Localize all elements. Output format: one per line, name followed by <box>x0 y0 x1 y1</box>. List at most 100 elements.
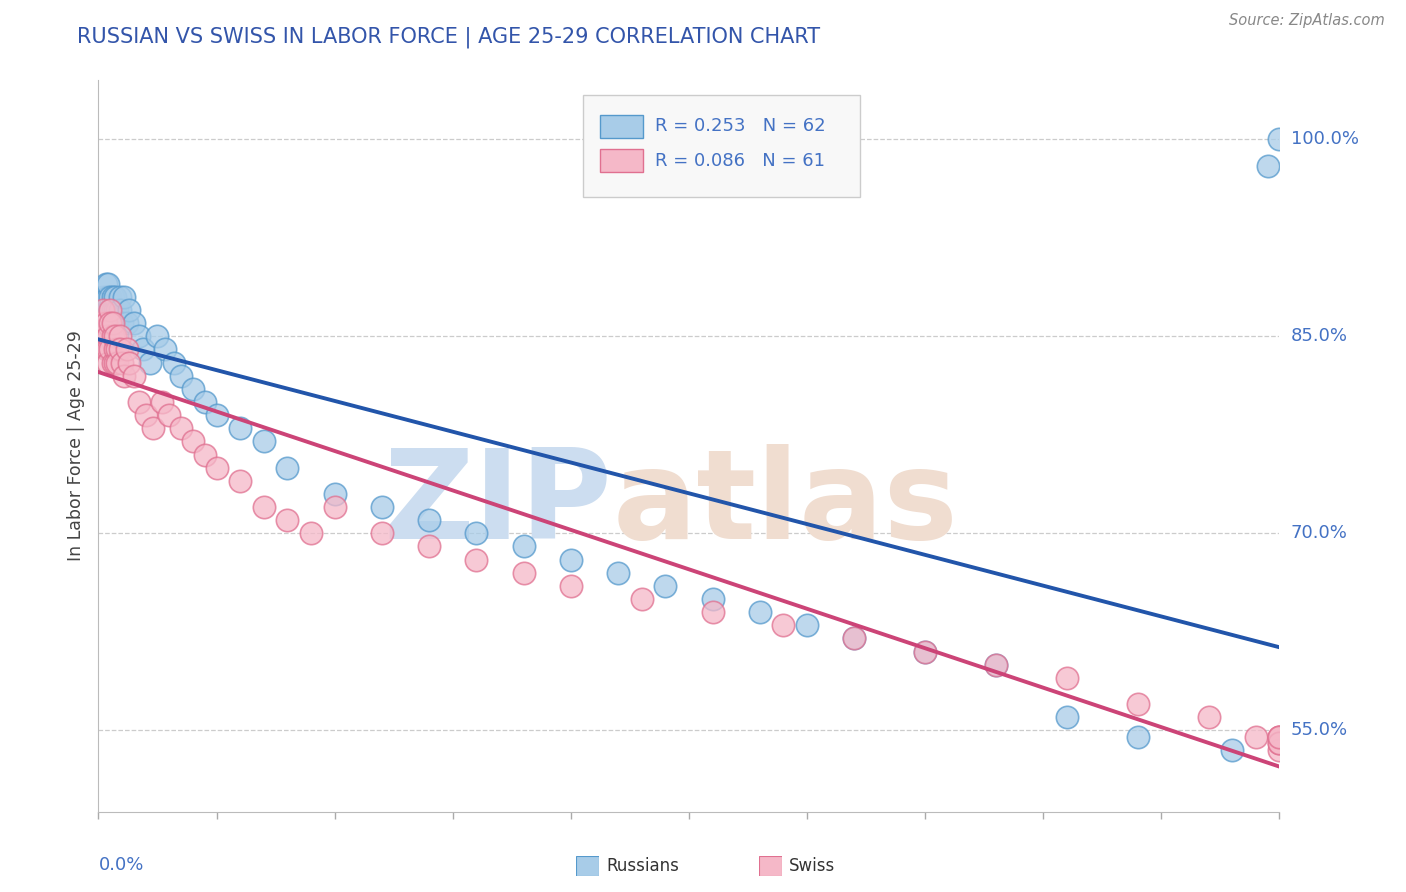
Point <box>153 343 176 357</box>
Point <box>101 290 124 304</box>
Point <box>90 303 112 318</box>
Point <box>118 356 141 370</box>
Y-axis label: In Labor Force | Age 25-29: In Labor Force | Age 25-29 <box>66 331 84 561</box>
Point <box>98 303 121 318</box>
Point <box>1126 697 1149 711</box>
Point <box>418 540 440 554</box>
Point <box>94 303 117 318</box>
Point <box>101 316 124 330</box>
Point <box>108 329 131 343</box>
Point <box>101 316 124 330</box>
Point <box>170 368 193 383</box>
Point <box>105 343 128 357</box>
Point <box>112 368 135 383</box>
Point <box>105 303 128 318</box>
Point <box>97 290 120 304</box>
Text: 70.0%: 70.0% <box>1291 524 1347 542</box>
Point <box>146 329 169 343</box>
Point <box>111 356 134 370</box>
Point <box>194 448 217 462</box>
Point <box>97 356 120 370</box>
Point <box>150 395 173 409</box>
Point <box>115 343 138 357</box>
Point <box>101 303 124 318</box>
Text: RUSSIAN VS SWISS IN LABOR FORCE | AGE 25-29 CORRELATION CHART: RUSSIAN VS SWISS IN LABOR FORCE | AGE 25… <box>77 27 821 48</box>
Point <box>128 329 150 343</box>
Point <box>1268 132 1291 146</box>
Point <box>98 316 121 330</box>
Point <box>108 343 131 357</box>
Point <box>984 657 1007 672</box>
Point <box>276 513 298 527</box>
Point <box>194 395 217 409</box>
Point <box>97 303 120 318</box>
Point <box>94 343 117 357</box>
Point <box>90 316 112 330</box>
Point <box>229 421 252 435</box>
Point <box>181 382 204 396</box>
Point <box>91 329 114 343</box>
Point <box>91 316 114 330</box>
Point <box>112 290 135 304</box>
Text: 55.0%: 55.0% <box>1291 722 1348 739</box>
FancyBboxPatch shape <box>600 115 643 138</box>
Point <box>323 500 346 514</box>
Point <box>98 303 121 318</box>
Point <box>772 618 794 632</box>
Point <box>371 526 394 541</box>
Point <box>465 526 488 541</box>
Point <box>914 644 936 658</box>
Point <box>135 408 157 422</box>
Point <box>163 356 186 370</box>
Point <box>465 552 488 566</box>
Point <box>607 566 630 580</box>
Point <box>630 592 652 607</box>
Point <box>97 343 120 357</box>
Point <box>276 460 298 475</box>
Point <box>914 644 936 658</box>
Point <box>101 316 124 330</box>
Point <box>1257 159 1279 173</box>
Point <box>104 343 127 357</box>
Point <box>104 290 127 304</box>
Point <box>1268 730 1291 744</box>
Point <box>142 421 165 435</box>
Point <box>844 632 866 646</box>
Point <box>1056 710 1078 724</box>
Point <box>323 487 346 501</box>
Point <box>104 316 127 330</box>
Text: R = 0.086   N = 61: R = 0.086 N = 61 <box>655 152 825 169</box>
Text: atlas: atlas <box>612 444 957 565</box>
Point <box>98 303 121 318</box>
Point <box>104 303 127 318</box>
Point <box>1244 730 1267 744</box>
Point <box>101 329 124 343</box>
Point <box>1126 730 1149 744</box>
Point <box>101 356 124 370</box>
Point <box>94 316 117 330</box>
Point <box>98 290 121 304</box>
Point <box>702 592 724 607</box>
Point <box>94 290 117 304</box>
Point <box>1268 730 1291 744</box>
Text: 100.0%: 100.0% <box>1291 130 1358 148</box>
Text: 85.0%: 85.0% <box>1291 327 1347 345</box>
Point <box>512 540 534 554</box>
Point <box>654 579 676 593</box>
Point <box>98 316 121 330</box>
Point <box>1198 710 1220 724</box>
Point <box>512 566 534 580</box>
Point <box>170 421 193 435</box>
Point <box>97 316 120 330</box>
Point <box>229 474 252 488</box>
Point <box>1268 743 1291 757</box>
Point <box>122 368 145 383</box>
Point <box>139 356 162 370</box>
Text: R = 0.253   N = 62: R = 0.253 N = 62 <box>655 118 825 136</box>
Point <box>94 277 117 291</box>
FancyBboxPatch shape <box>582 95 860 197</box>
Point <box>560 552 582 566</box>
Point <box>418 513 440 527</box>
Point <box>91 303 114 318</box>
Point <box>104 356 127 370</box>
